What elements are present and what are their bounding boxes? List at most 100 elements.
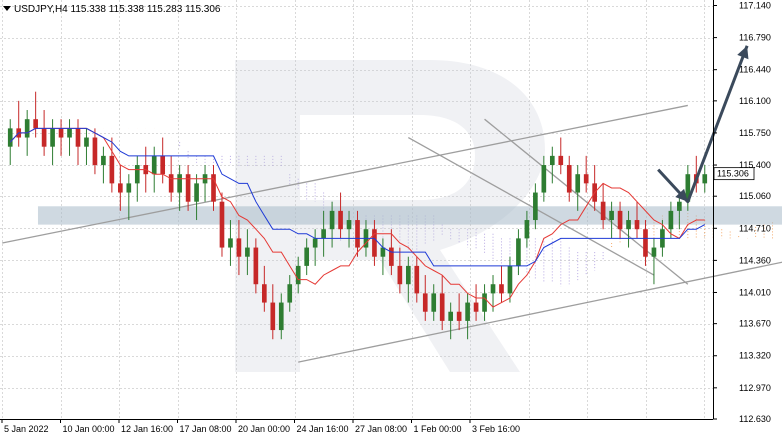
y-tick-label: 114.710 [739,223,771,233]
candle-body [566,165,572,193]
candle-body [33,119,38,129]
dropdown-triangle-icon[interactable] [3,6,11,11]
candle-body [245,247,250,257]
y-tick-label: 115.400 [739,160,771,170]
x-tick-label: 3 Feb 16:00 [472,424,520,434]
channel-line [2,104,688,244]
x-tick-label: 12 Jan 16:00 [121,424,173,434]
kijun-line [9,127,706,267]
candle-body [92,137,98,166]
candle-body [194,183,199,202]
candle-body [7,128,13,147]
candle-body [295,265,301,285]
x-tick-label: 1 Feb 00:00 [414,424,462,434]
candle-body [499,284,504,294]
candle-body [524,220,530,239]
candle-body [549,155,555,166]
ohlc-high: 115.338 [108,4,145,15]
candle-body [219,201,225,248]
candle-body [473,302,479,312]
candle-body [177,174,182,193]
candle-body [58,128,64,138]
candle-body [490,284,496,294]
candle-body [482,293,487,312]
candle-body [262,284,267,303]
candle-body [380,247,386,257]
candle-body [67,128,72,138]
y-tick-label: 113.320 [739,351,771,361]
candle-body [643,229,648,257]
candle-body [228,238,233,248]
candle-body [558,155,564,166]
y-tick-label: 112.970 [739,383,771,393]
chart-title: USDJPY,H4 115.338 115.338 115.283 115.30… [3,4,220,15]
x-tick-label: 27 Jan 08:00 [355,424,407,434]
candle-body [448,311,453,321]
candle-body [575,174,581,193]
candle-body [75,128,81,147]
candle-body [84,137,89,147]
candle-body [651,247,657,257]
candle-body [617,210,623,230]
candle-body [422,293,428,312]
candle-body [668,210,674,230]
y-tick-label: 115.750 [739,128,771,138]
y-tick-label: 112.630 [739,414,771,424]
candle-body [168,174,174,193]
candle-body [338,210,343,230]
price-marker-label: 115.306 [717,169,749,179]
x-tick-label: 10 Jan 00:00 [63,424,115,434]
y-tick-label: 116.100 [739,96,771,106]
candle-body [414,265,420,294]
y-tick-label: 117.140 [739,1,771,11]
ohlc-close: 115.306 [185,4,221,15]
candle-body [372,229,377,257]
candle-body [516,238,521,266]
ohlc-low: 115.283 [146,4,183,15]
arrow-head-down-icon [675,188,688,202]
ohlc-open: 115.338 [70,4,106,15]
candle-body [41,128,47,147]
x-tick-label: 20 Jan 00:00 [238,424,290,434]
channel-line [298,261,782,363]
candle-body [541,165,547,193]
candle-body [702,174,708,184]
symbol-label: USDJPY,H4 [14,4,68,15]
candle-body [329,210,335,230]
candle-body [609,210,614,221]
x-tick-label: 24 Jan 16:00 [297,424,349,434]
candle-body [321,229,326,239]
candle-body [101,155,106,166]
y-tick-label: 114.360 [739,255,771,265]
candle-body [465,302,470,321]
candle-body [185,174,191,202]
candle-body [355,220,360,248]
candle-body [397,265,403,285]
x-tick-label: 5 Jan 2022 [4,424,49,434]
candle-body [389,247,394,266]
candle-body [118,183,123,193]
y-tick-label: 113.670 [739,319,771,329]
candle-body [405,265,411,285]
candle-body [253,247,259,285]
y-tick-label: 115.060 [739,191,771,201]
y-tick-label: 114.010 [739,287,771,297]
price-marker-box [713,167,755,181]
candle-body [456,311,462,321]
axes: 117.140 116.790 116.440 116.100 115.750 115.4… [0,0,771,434]
tenkan-line [9,127,705,308]
candle-body [634,220,640,230]
candle-body [287,284,293,303]
candle-body [278,302,284,331]
y-tick-label: 116.790 [739,33,771,43]
candle-body [626,220,631,230]
candle-body [431,293,437,312]
candle-body [583,174,589,184]
candle-body [134,165,140,184]
candle-body [109,155,115,184]
candle-body [160,155,166,175]
arrow-head-up-icon [737,45,749,60]
y-tick-label: 116.440 [739,65,771,75]
channel-line [408,136,655,276]
candle-body [50,128,55,147]
